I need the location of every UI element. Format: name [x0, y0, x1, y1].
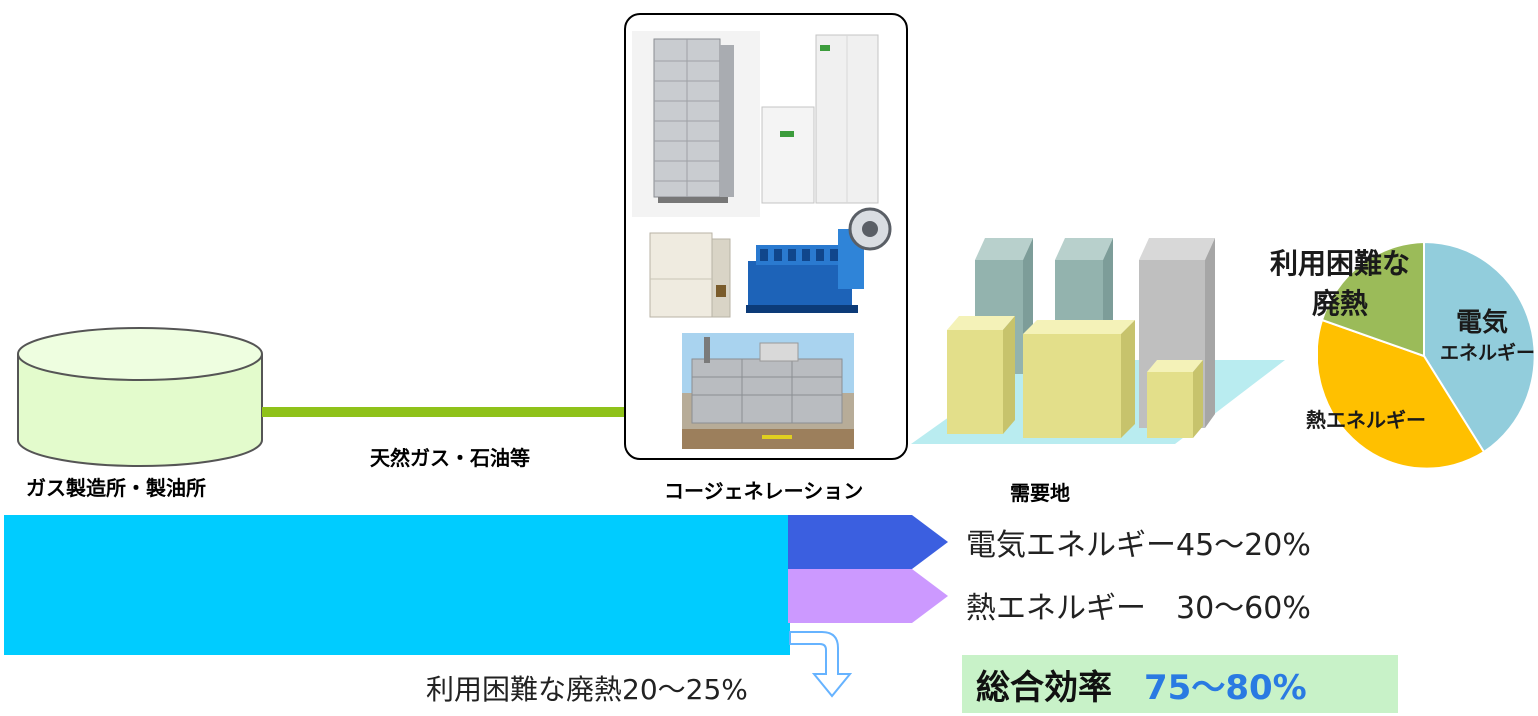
power-plant-image [682, 333, 854, 449]
gas-engine-unit-image [649, 232, 731, 318]
pie-label-electric-line1: 電気 [1456, 308, 1509, 338]
electric-output-label: 電気エネルギー45〜20% [966, 528, 1311, 563]
input-energy-bar [4, 515, 790, 655]
energy-breakdown-pie [1318, 240, 1536, 470]
pie-label-electric-line2: エネルギー [1440, 342, 1536, 364]
efficiency-label: 総合効率 [976, 667, 1112, 708]
pie-label-waste-line1: 利用困難な [1270, 247, 1411, 280]
heat-output-label: 熱エネルギー 30〜60% [966, 591, 1311, 626]
pie-slice-heat [1318, 318, 1486, 470]
cogeneration-label: コージェネレーション [664, 479, 864, 503]
home-cogeneration-units-image [761, 34, 879, 204]
demand-site-buildings-icon [911, 238, 1285, 444]
diesel-engine-image [746, 207, 892, 313]
fuel-cell-unit-image [632, 31, 760, 217]
gas-plant-label: ガス製造所・製油所 [26, 476, 206, 500]
fuel-label: 天然ガス・石油等 [370, 446, 530, 470]
fuel-pipeline [262, 407, 628, 417]
pie-label-heat: 熱エネルギー [1306, 408, 1426, 432]
overall-efficiency-box: 総合効率 75〜80% [962, 655, 1398, 713]
pie-slice-waste [1320, 240, 1425, 358]
demand-site-label: 需要地 [1010, 481, 1070, 505]
cogeneration-equipment-panel [624, 13, 908, 460]
pie-label-waste-line2: 廃熱 [1312, 287, 1369, 320]
waste-heat-arrow [789, 631, 853, 698]
waste-heat-label: 利用困難な廃熱20〜25% [426, 673, 748, 706]
gas-plant-tank-icon [17, 327, 263, 467]
heat-output-arrow [788, 569, 948, 623]
electric-output-arrow [788, 515, 948, 569]
efficiency-value: 75〜80% [1144, 667, 1307, 708]
